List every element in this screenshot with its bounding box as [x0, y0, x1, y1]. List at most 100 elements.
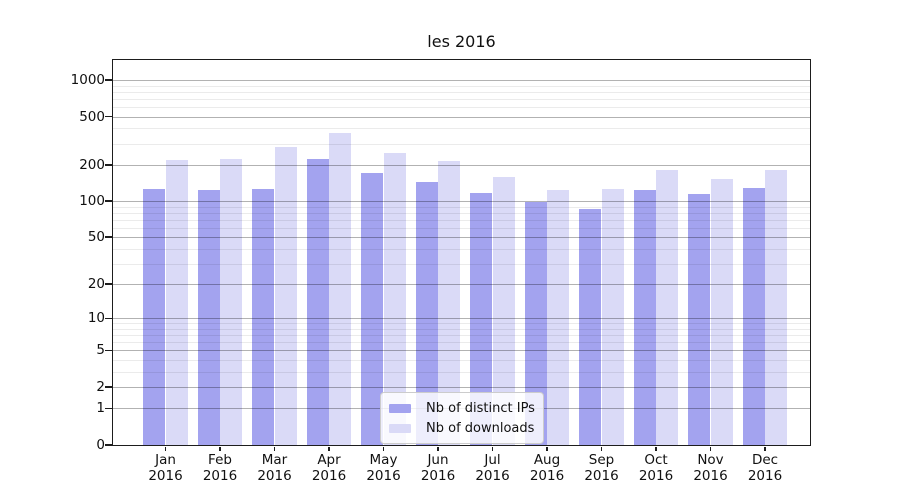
x-tick-mark — [273, 446, 276, 451]
gridline-minor — [113, 248, 810, 250]
gridline-minor — [113, 107, 810, 108]
y-tick-mark — [104, 79, 112, 81]
bar-downloads-nov — [710, 178, 733, 445]
y-tick-label: 0 — [96, 437, 105, 453]
bar-downloads-jul — [492, 176, 515, 445]
x-tick-mark — [764, 446, 766, 451]
y-tick-label: 10 — [87, 310, 105, 327]
x-tick-mark — [164, 446, 167, 451]
y-tick-mark — [104, 386, 112, 388]
bar-ips-mar — [252, 189, 275, 445]
bar-downloads-jun — [438, 161, 461, 445]
bar-ips-feb — [197, 189, 220, 445]
y-tick-label: 100 — [79, 193, 105, 210]
x-tick-label: Mar 2016 — [257, 452, 292, 484]
gridline-minor — [113, 206, 810, 208]
y-tick-label: 1000 — [70, 72, 105, 88]
gridline-major — [113, 116, 810, 118]
bar-downloads-feb — [220, 159, 243, 445]
gridline-minor — [113, 98, 810, 100]
x-tick-label: Nov 2016 — [693, 452, 728, 484]
gridline-minor — [113, 263, 810, 265]
y-tick-mark — [104, 407, 112, 410]
plot-area: Nb of distinct IPs Nb of downloads — [112, 59, 811, 446]
gridline-major — [113, 201, 810, 203]
x-tick-mark — [655, 446, 657, 451]
bar-downloads-mar — [274, 147, 297, 445]
y-tick-mark — [104, 317, 112, 320]
y-tick-label: 1 — [96, 400, 105, 417]
x-tick-label: May 2016 — [366, 452, 401, 484]
gridline-minor — [113, 360, 810, 361]
x-tick-mark — [546, 446, 548, 451]
x-tick-label: Apr 2016 — [311, 452, 347, 484]
gridline-major — [113, 387, 810, 388]
y-tick-label: 2 — [96, 378, 105, 395]
gridline-minor — [113, 323, 810, 325]
x-tick-label: Oct 2016 — [638, 452, 674, 484]
gridline-major — [113, 284, 810, 286]
x-tick-mark — [491, 446, 494, 451]
legend-label: Nb of distinct IPs — [426, 400, 535, 416]
gridline-minor — [113, 85, 810, 87]
gridline-major — [113, 237, 810, 239]
y-tick-mark — [104, 164, 112, 166]
gridline-major — [113, 80, 810, 81]
legend-item-downloads: Nb of downloads — [389, 418, 535, 438]
y-tick-mark — [104, 283, 112, 285]
y-tick-mark — [104, 444, 112, 446]
y-tick-label: 5 — [96, 342, 105, 359]
gridline-minor — [113, 227, 810, 229]
y-tick-mark — [104, 349, 112, 352]
x-tick-label: Jun 2016 — [420, 452, 456, 484]
bar-ips-may — [361, 173, 384, 445]
x-tick-mark — [328, 446, 330, 451]
x-tick-label: Feb 2016 — [202, 452, 238, 484]
x-tick-mark — [709, 446, 712, 451]
bar-downloads-oct — [656, 170, 679, 445]
x-tick-mark — [219, 446, 221, 451]
x-tick-mark — [437, 446, 439, 451]
bar-ips-nov — [688, 193, 711, 445]
bar-ips-jul — [470, 193, 493, 445]
chart-title: les 2016 — [427, 32, 496, 51]
bar-downloads-jan — [165, 160, 188, 445]
bar-downloads-dec — [765, 170, 788, 445]
legend-swatch-distinct-ips-icon — [389, 403, 411, 413]
gridline-minor — [113, 219, 810, 221]
gridline-minor — [113, 212, 810, 214]
x-tick-label: Jan 2016 — [148, 452, 183, 484]
y-tick-label: 50 — [87, 229, 105, 246]
gridline-minor — [113, 143, 810, 145]
gridline-minor — [113, 128, 810, 130]
bar-ips-jan — [143, 189, 166, 445]
bar-ips-sep — [579, 209, 602, 445]
bar-downloads-may — [383, 153, 406, 445]
bar-downloads-apr — [329, 133, 352, 445]
y-tick-label: 200 — [79, 156, 105, 173]
gridline-minor — [113, 371, 810, 373]
legend-item-distinct-ips: Nb of distinct IPs — [389, 398, 535, 418]
y-tick-mark — [104, 236, 112, 239]
legend-swatch-downloads-icon — [389, 423, 411, 433]
bar-ips-oct — [633, 189, 656, 445]
legend-label: Nb of downloads — [426, 420, 535, 436]
y-tick-mark — [104, 115, 112, 118]
gridline-minor — [113, 91, 810, 93]
gridline-minor — [113, 342, 810, 344]
y-tick-label: 20 — [87, 276, 105, 293]
y-tick-mark — [104, 200, 112, 202]
gridline-major — [113, 318, 810, 320]
gridline-minor — [113, 335, 810, 337]
x-tick-mark — [600, 446, 603, 451]
bar-downloads-sep — [601, 189, 624, 445]
gridline-major — [113, 350, 810, 352]
legend: Nb of distinct IPs Nb of downloads — [380, 392, 544, 444]
bar-ips-aug — [524, 202, 547, 445]
x-tick-label: Jul 2016 — [475, 452, 510, 484]
bar-ips-jun — [415, 182, 438, 445]
gridline-major — [113, 164, 810, 166]
x-tick-label: Dec 2016 — [747, 452, 783, 484]
bar-ips-dec — [742, 188, 765, 445]
